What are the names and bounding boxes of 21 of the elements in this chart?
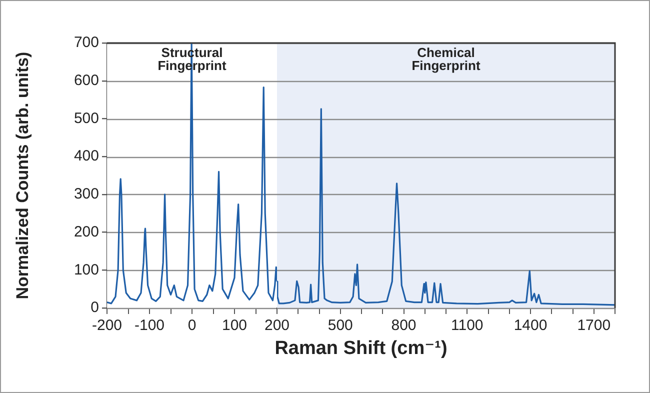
x-tick-label: 500	[328, 317, 353, 334]
y-tick-label: 0	[90, 299, 99, 316]
x-tick-label: -200	[92, 317, 122, 334]
y-tick-label: 500	[74, 110, 99, 127]
x-axis-title: Raman Shift (cm⁻¹)	[274, 337, 448, 360]
x-tick-label: 200	[264, 317, 290, 334]
x-tick-label: 1700	[577, 317, 611, 334]
y-tick-label: 100	[74, 261, 99, 278]
x-tick-label: 1400	[514, 317, 548, 334]
x-tick-label: 1100	[450, 317, 484, 334]
y-tick-label: 700	[74, 34, 99, 52]
y-tick-label: 200	[74, 223, 99, 240]
band-label: Chemical Fingerprint	[412, 45, 481, 74]
y-tick-label: 600	[74, 72, 99, 89]
x-tick-label: 800	[391, 317, 416, 334]
y-axis-title: Normalized Counts (arb. units)	[12, 52, 32, 300]
y-tick-label: 300	[74, 186, 99, 203]
y-tick-label: 400	[74, 148, 99, 165]
x-tick-label: -100	[134, 317, 165, 334]
x-tick-label: 0	[188, 317, 196, 334]
x-tick-label: 100	[222, 317, 248, 334]
